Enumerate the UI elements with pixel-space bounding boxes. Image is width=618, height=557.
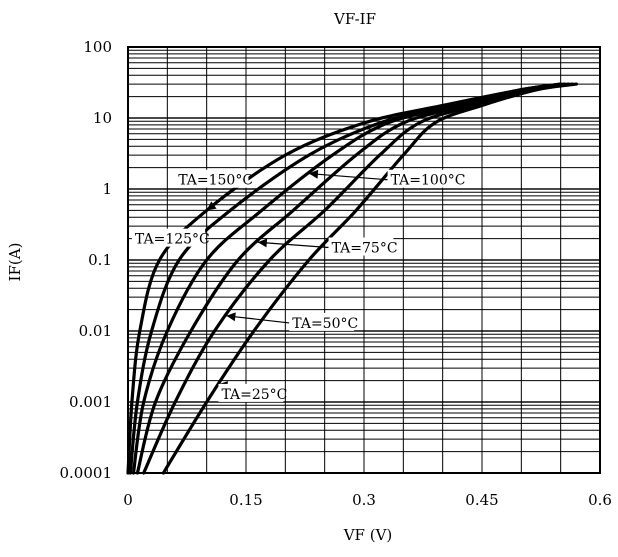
y-axis-label: IF(A) (6, 243, 24, 282)
annotation-leader (226, 315, 290, 324)
annotation-label-bg (289, 312, 355, 331)
y-tick-label: 10 (93, 109, 112, 127)
tick-labels: 0 0.15 0.3 0.45 0.6 0.0001 0.001 0.01 0.1 1 10 100 (60, 38, 612, 509)
annotation-leader (308, 172, 388, 181)
y-tick-label: 0.01 (79, 322, 112, 340)
chart-title: VF-IF (333, 10, 376, 28)
annotation-label-bg (328, 237, 394, 256)
annotation-label-bg (218, 383, 284, 402)
annotation-150c: TA=150°C (175, 169, 253, 211)
curves (126, 82, 578, 475)
curve-series-5 (161, 82, 578, 475)
x-tick-label: 0 (123, 491, 133, 509)
annotation-100c: TA=100°C (308, 169, 466, 189)
x-tick-label: 0.6 (588, 491, 612, 509)
annotation-label: TA=100°C (391, 173, 466, 189)
x-tick-label: 0.45 (465, 491, 498, 509)
plot-frame (127, 46, 601, 474)
x-tick-label: 0.3 (352, 491, 376, 509)
annotation-25c: TA=25°C (218, 381, 287, 403)
x-axis-label: VF (V) (343, 526, 393, 544)
annotation-label: TA=50°C (292, 316, 358, 332)
y-tick-label: 0.1 (88, 251, 112, 269)
annotation-arrowhead (226, 312, 236, 322)
annotation-75c: TA=75°C (257, 237, 398, 256)
y-tick-label: 0.0001 (60, 464, 113, 482)
annotation-label: TA=75°C (332, 240, 398, 256)
annotation-arrowhead (206, 201, 217, 211)
curve-series-2 (131, 82, 567, 475)
annotation-50c: TA=50°C (226, 312, 358, 332)
annotation-label: TA=125°C (135, 232, 210, 248)
y-tick-label: 100 (83, 38, 112, 56)
annotation-label-bg (175, 169, 249, 188)
y-tick-label: 1 (102, 180, 112, 198)
annotations: TA=150°C TA=125°C TA=100°C TA=75°C TA=50°C TA… (131, 169, 466, 403)
plot-border (127, 46, 601, 474)
annotation-125c: TA=125°C (131, 228, 210, 248)
grid (127, 46, 601, 474)
annotation-label-bg (131, 228, 206, 247)
annotation-label: TA=25°C (221, 387, 287, 403)
annotation-arrowhead (257, 238, 268, 248)
annotation-label-bg (387, 169, 461, 188)
x-tick-label: 0.15 (229, 491, 262, 509)
annotation-leader (257, 241, 329, 249)
y-tick-label: 0.001 (69, 393, 112, 411)
curve-series-4 (142, 82, 575, 475)
annotation-arrowhead (308, 169, 319, 179)
annotation-label: TA=150°C (178, 173, 253, 189)
